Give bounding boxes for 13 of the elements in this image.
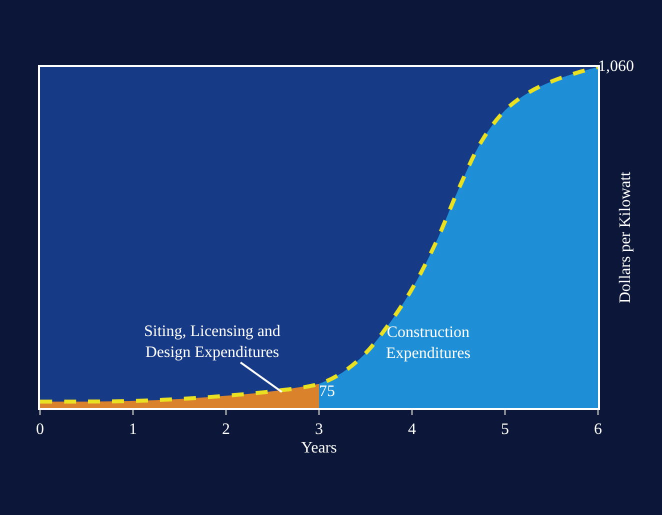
annotation: Siting, Licensing and Design Expenditures (144, 323, 280, 361)
x-tick-label: 2 (222, 421, 230, 438)
data-label: 75 (319, 382, 335, 400)
x-tick-label: 0 (36, 421, 44, 438)
x-tick-label: 6 (594, 421, 602, 438)
x-tick-label: 1 (129, 421, 137, 438)
x-tick-label: 3 (315, 421, 323, 438)
y-axis-title: Dollars per Kilowatt (617, 171, 634, 304)
x-axis-title: Years (301, 439, 337, 456)
annotation: Construction Expenditures (386, 324, 470, 362)
data-label: 1,060 (598, 58, 634, 75)
x-tick-label: 4 (408, 421, 416, 438)
x-tick-label: 5 (501, 421, 509, 438)
